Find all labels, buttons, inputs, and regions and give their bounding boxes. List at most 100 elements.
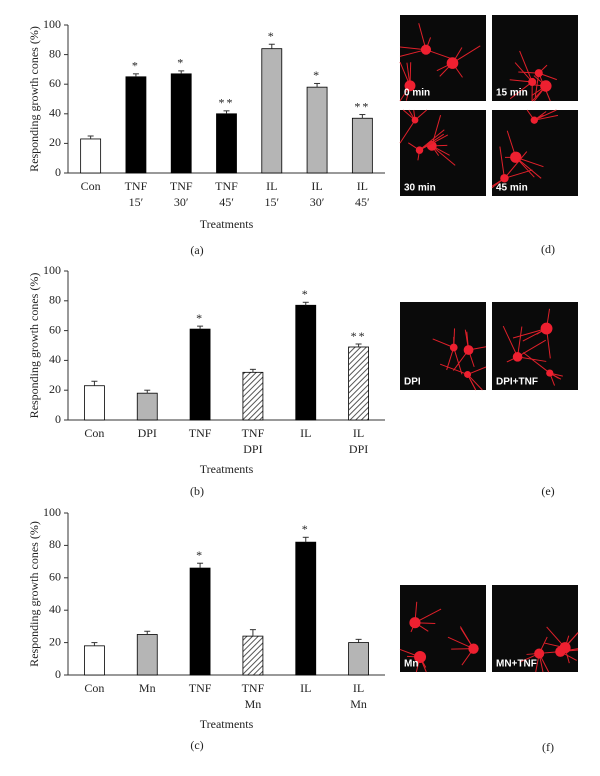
bar	[84, 385, 105, 421]
significance: *	[196, 311, 204, 325]
bar	[136, 392, 158, 421]
bar	[125, 76, 147, 174]
x-tick-label: IL	[353, 681, 364, 695]
panel-label: (b)	[190, 484, 204, 498]
x-tick-label: TNF	[189, 681, 212, 695]
bar	[189, 328, 211, 421]
y-tick-label: 80	[49, 46, 61, 60]
y-tick-label: 20	[49, 634, 61, 648]
significance: *	[132, 59, 140, 73]
significance: *	[177, 56, 185, 70]
x-tick-label: Mn	[350, 697, 367, 711]
y-axis-label: Responding growth cones (%)	[27, 273, 41, 419]
soma	[414, 651, 427, 663]
y-tick-label: 0	[55, 412, 61, 426]
x-tick-label: TNF	[189, 426, 212, 440]
x-tick-label: TNF	[215, 179, 238, 193]
soma	[415, 146, 424, 154]
bar	[170, 73, 192, 174]
soma	[534, 648, 545, 659]
neurite	[514, 62, 533, 83]
neurite	[519, 50, 533, 83]
soma	[464, 370, 472, 378]
x-tick-label: 15′	[129, 195, 144, 209]
y-tick-label: 100	[43, 505, 61, 519]
soma	[510, 151, 522, 163]
y-tick-label: 80	[49, 537, 61, 551]
soma	[463, 345, 474, 355]
image-label: MN+TNF	[496, 659, 537, 670]
y-tick-label: 100	[43, 17, 61, 31]
significance: *	[196, 548, 204, 562]
y-tick-label: 40	[49, 602, 61, 616]
neurite	[504, 169, 533, 179]
image-label: 15 min	[496, 88, 528, 99]
image-label: DPI+TNF	[496, 377, 538, 388]
x-tick-label: 45′	[219, 195, 234, 209]
x-tick-label: Con	[84, 681, 104, 695]
x-axis-label: Treatments	[200, 462, 254, 476]
significance: **	[354, 99, 370, 113]
neurite	[419, 133, 445, 151]
bar	[306, 86, 328, 174]
image-label: 0 min	[404, 88, 430, 99]
x-tick-label: DPI	[138, 426, 157, 440]
bar	[216, 113, 237, 174]
x-tick-label: TNF	[242, 681, 265, 695]
soma	[409, 617, 421, 629]
y-tick-label: 0	[55, 667, 61, 681]
x-tick-label: Con	[81, 179, 101, 193]
bar	[84, 645, 105, 676]
soma	[540, 322, 553, 335]
bar	[242, 371, 264, 421]
x-tick-label: IL	[300, 426, 311, 440]
soma	[540, 80, 552, 92]
panel-label: (c)	[190, 738, 203, 752]
micrograph	[400, 302, 486, 390]
x-axis-label: Treatments	[200, 717, 254, 731]
x-tick-label: TNF	[125, 179, 148, 193]
neurite	[534, 114, 559, 121]
x-tick-label: IL	[353, 426, 364, 440]
y-tick-label: 100	[43, 263, 61, 277]
soma	[468, 643, 479, 654]
x-axis-label: Treatments	[200, 217, 254, 231]
soma	[534, 69, 543, 78]
y-tick-label: 60	[49, 570, 61, 584]
x-tick-label: IL	[311, 179, 322, 193]
bar	[261, 48, 283, 174]
panel-label: (e)	[541, 484, 554, 498]
y-tick-label: 60	[49, 322, 61, 336]
y-axis-label: Responding growth cones (%)	[27, 26, 41, 172]
significance: *	[313, 68, 321, 82]
image-label: DPI	[404, 377, 421, 388]
soma	[528, 77, 537, 87]
soma	[546, 369, 554, 377]
x-tick-label: TNF	[242, 426, 265, 440]
bar	[348, 642, 369, 676]
soma	[530, 116, 538, 124]
neurite	[517, 339, 546, 358]
neurite	[522, 352, 551, 374]
y-tick-label: 60	[49, 76, 61, 90]
x-tick-label: DPI	[243, 442, 262, 456]
neurite	[453, 347, 463, 375]
micrograph	[492, 15, 578, 101]
x-tick-label: Mn	[139, 681, 156, 695]
y-tick-label: 0	[55, 165, 61, 179]
bar	[351, 117, 373, 174]
neurite	[467, 374, 483, 391]
image-label: 45 min	[496, 183, 528, 194]
soma	[420, 44, 432, 55]
panel-label: (f)	[542, 740, 554, 754]
x-tick-label: TNF	[170, 179, 193, 193]
soma	[512, 352, 523, 362]
y-tick-label: 20	[49, 382, 61, 396]
x-tick-label: 30′	[310, 195, 325, 209]
y-tick-label: 20	[49, 135, 61, 149]
x-tick-label: IL	[357, 179, 368, 193]
soma	[446, 57, 459, 69]
bar	[136, 634, 158, 676]
y-tick-label: 80	[49, 293, 61, 307]
